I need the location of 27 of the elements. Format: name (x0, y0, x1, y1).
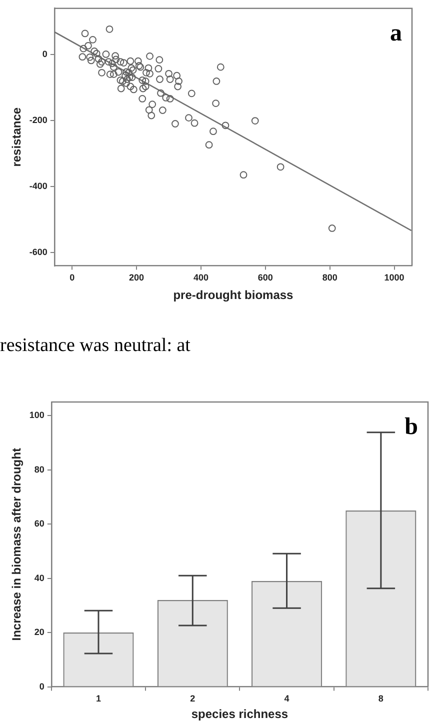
y-tick-label: 20 (34, 627, 44, 638)
y-tick-label: -400 (29, 180, 48, 191)
y-axis-title: Increase in biomass after drought (10, 448, 24, 641)
x-tick-label: 400 (193, 272, 209, 283)
x-tick-label: 1000 (384, 272, 404, 283)
y-tick-label: 0 (42, 49, 48, 60)
text: resistance was neutral: at (0, 335, 192, 357)
y-tick-label: 80 (34, 464, 44, 474)
y-axis-title: resistance (10, 107, 24, 167)
y-tick-label: 0 (39, 681, 44, 692)
x-axis-title: pre-drought biomass (173, 288, 294, 302)
annotation: a (390, 20, 402, 47)
x-tick-label: 2 (190, 694, 196, 704)
x-tick-label: 600 (258, 272, 273, 283)
x-tick-label: 800 (322, 272, 338, 283)
x-tick-label: 4 (284, 694, 290, 704)
y-tick-label: 40 (34, 572, 44, 583)
y-tick-label: -200 (29, 114, 48, 125)
y-tick-label: -600 (29, 246, 48, 257)
x-tick-label: 8 (378, 694, 384, 704)
y-tick-label: 100 (29, 410, 44, 420)
x-tick-label: 0 (70, 272, 75, 283)
x-tick-label: 1 (96, 694, 101, 704)
y-tick-label: 60 (34, 518, 44, 529)
x-tick-label: 200 (129, 272, 144, 283)
x-axis-title: species richness (191, 707, 288, 722)
annotation: b (404, 414, 418, 440)
